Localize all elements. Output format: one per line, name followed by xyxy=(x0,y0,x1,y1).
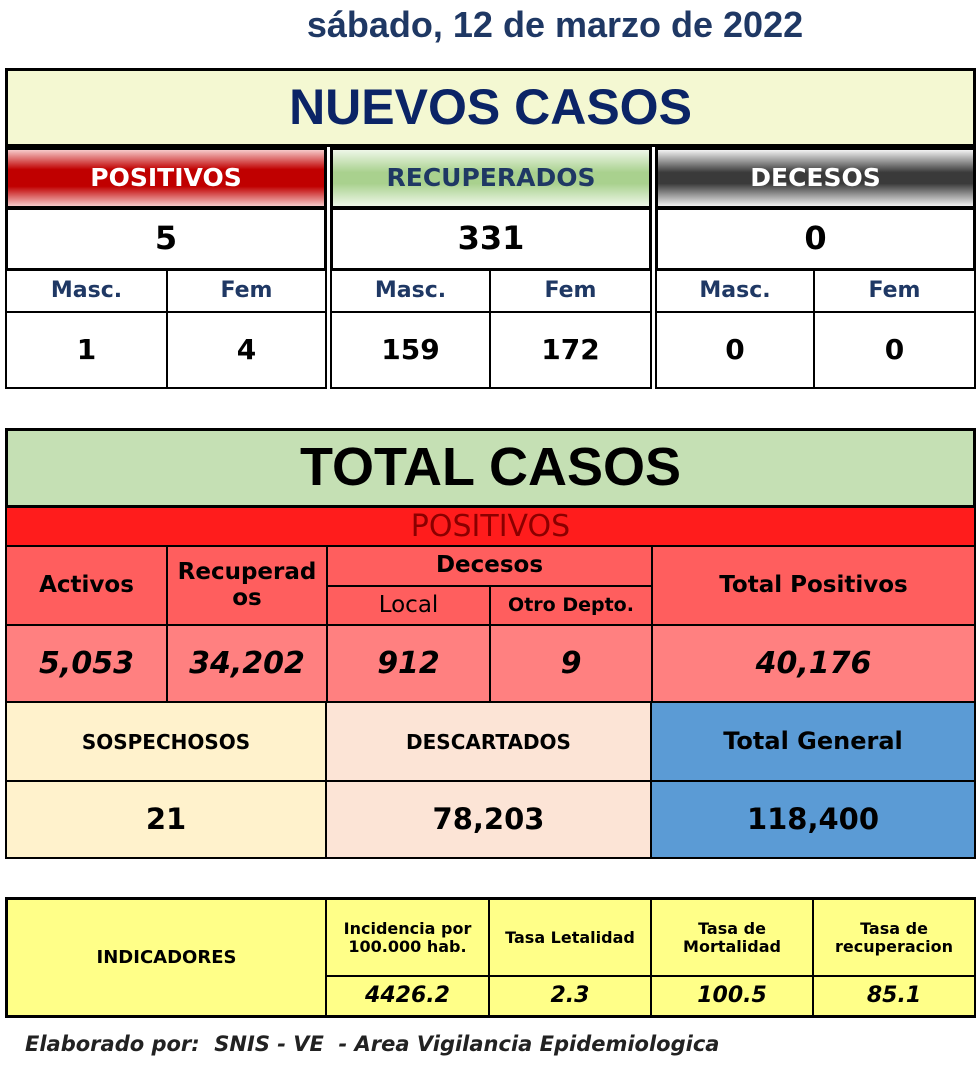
column-header: Decesos xyxy=(326,545,653,587)
indicators-label: INDICADORES xyxy=(5,897,328,1018)
section-title: NUEVOS CASOS xyxy=(5,68,976,147)
summary-label: DESCARTADOS xyxy=(325,701,652,782)
positivos-header: POSITIVOS xyxy=(5,506,976,547)
column-header: Total Positivos xyxy=(651,545,976,626)
sex-value: 159 xyxy=(330,311,491,389)
column-header: Otro Depto. xyxy=(489,585,653,626)
sex-value: 4 xyxy=(166,311,327,389)
summary-value: 78,203 xyxy=(325,780,652,859)
indicator-header: Tasa de recuperacion xyxy=(812,897,976,977)
value-cell: 9 xyxy=(489,624,653,703)
value-cell: 40,176 xyxy=(651,624,976,703)
sex-label: Masc. xyxy=(5,269,168,313)
sex-value: 1 xyxy=(5,311,168,389)
summary-value: 118,400 xyxy=(650,780,976,859)
indicator-value: 2.3 xyxy=(488,975,652,1018)
sex-value: 0 xyxy=(813,311,976,389)
sex-value: 172 xyxy=(489,311,652,389)
indicator-header: Tasa de Mortalidad xyxy=(650,897,814,977)
value-cell: 5,053 xyxy=(5,624,168,703)
sex-label: Fem xyxy=(489,269,652,313)
group-total: 5 xyxy=(5,207,327,271)
group-total: 0 xyxy=(655,207,976,271)
column-header: Local xyxy=(326,585,491,626)
indicator-header: Incidencia por 100.000 hab. xyxy=(325,897,490,977)
sex-value: 0 xyxy=(655,311,815,389)
value-cell: 34,202 xyxy=(166,624,328,703)
sex-label: Masc. xyxy=(655,269,815,313)
summary-value: 21 xyxy=(5,780,327,859)
sex-label: Fem xyxy=(813,269,976,313)
value-cell: 912 xyxy=(326,624,491,703)
summary-label: Total General xyxy=(650,701,976,782)
indicator-value: 85.1 xyxy=(812,975,976,1018)
report-date: sábado, 12 de marzo de 2022 xyxy=(306,4,804,45)
sex-label: Masc. xyxy=(330,269,491,313)
indicator-value: 4426.2 xyxy=(325,975,490,1018)
indicator-value: 100.5 xyxy=(650,975,814,1018)
footer-note: Elaborado por: SNIS - VE - Area Vigilanc… xyxy=(25,1032,720,1056)
column-header: Activos xyxy=(5,545,168,626)
indicator-header: Tasa Letalidad xyxy=(488,897,652,977)
section-title: TOTAL CASOS xyxy=(5,428,976,508)
group-header: RECUPERADOS xyxy=(330,147,652,209)
group-header: DECESOS xyxy=(655,147,976,209)
sex-label: Fem xyxy=(166,269,327,313)
group-header: POSITIVOS xyxy=(5,147,327,209)
group-total: 331 xyxy=(330,207,652,271)
column-header: Recuperados xyxy=(166,545,328,626)
summary-label: SOSPECHOSOS xyxy=(5,701,327,782)
